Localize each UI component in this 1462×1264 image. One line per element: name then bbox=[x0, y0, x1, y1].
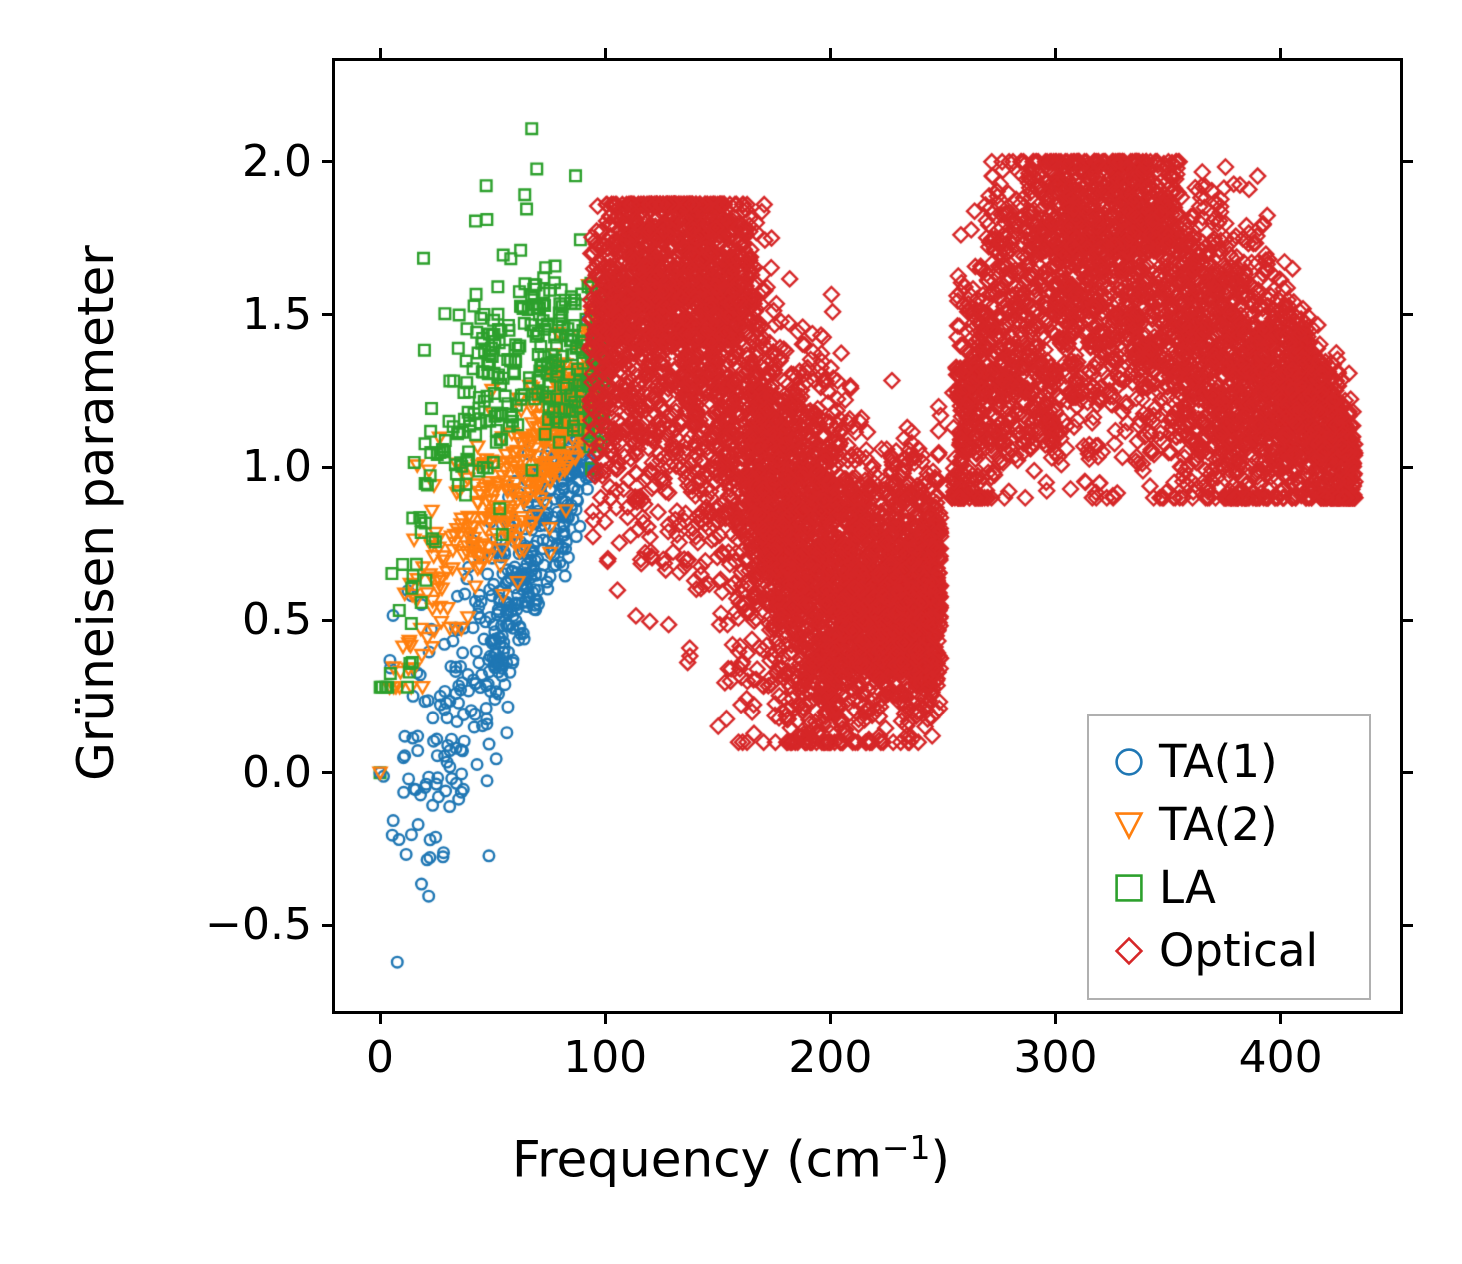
legend-marker-circle-icon bbox=[1099, 747, 1159, 777]
plot-axes-frame bbox=[322, 48, 1413, 1024]
x-tick-top-200 bbox=[828, 48, 832, 61]
x-tick-top-0 bbox=[378, 48, 382, 61]
y-tick-label-2.0: 2.0 bbox=[242, 135, 312, 187]
x-tick-label-300: 300 bbox=[1013, 1032, 1098, 1083]
legend-item-ta2[interactable]: TA(2) bbox=[1099, 793, 1359, 856]
legend-marker-square-icon bbox=[1099, 873, 1159, 903]
y-tick-right-0.5 bbox=[1400, 618, 1413, 622]
x-axis-title: Frequency (cm−1) bbox=[0, 1128, 1462, 1189]
legend-marker-triangle-down-icon bbox=[1099, 810, 1159, 840]
y-tick-right-1.5 bbox=[1400, 313, 1413, 317]
y-tick-2.0 bbox=[322, 160, 335, 164]
x-tick-label-200: 200 bbox=[788, 1032, 873, 1083]
x-tick-100 bbox=[603, 1011, 607, 1024]
legend-label: TA(2) bbox=[1159, 798, 1278, 851]
x-tick-200 bbox=[828, 1011, 832, 1024]
x-tick-label-400: 400 bbox=[1238, 1032, 1323, 1083]
legend-item-la[interactable]: LA bbox=[1099, 856, 1359, 919]
legend-label: TA(1) bbox=[1159, 735, 1278, 788]
x-tick-label-0: 0 bbox=[366, 1032, 395, 1083]
y-tick-0.0 bbox=[322, 771, 335, 775]
y-tick-label-−0.5: −0.5 bbox=[205, 899, 312, 951]
x-tick-0 bbox=[378, 1011, 382, 1024]
legend-marker-diamond-icon bbox=[1099, 936, 1159, 966]
y-tick-1.5 bbox=[322, 313, 335, 317]
y-tick-−0.5 bbox=[322, 923, 335, 927]
y-tick-label-0.0: 0.0 bbox=[242, 746, 312, 798]
x-axis-title-exponent: −1 bbox=[881, 1128, 931, 1167]
y-tick-right-0.0 bbox=[1400, 771, 1413, 775]
legend-label: LA bbox=[1159, 861, 1216, 914]
x-tick-top-400 bbox=[1279, 48, 1283, 61]
legend-item-ta1[interactable]: TA(1) bbox=[1099, 730, 1359, 793]
legend[interactable]: TA(1) TA(2) LA Optical bbox=[1087, 714, 1371, 1000]
x-tick-label-100: 100 bbox=[563, 1032, 648, 1083]
y-axis-title: Grüneisen parameter bbox=[67, 245, 125, 781]
x-tick-top-100 bbox=[603, 48, 607, 61]
legend-label: Optical bbox=[1159, 924, 1318, 977]
y-tick-0.5 bbox=[322, 618, 335, 622]
y-tick-right-1.0 bbox=[1400, 465, 1413, 469]
y-tick-right-2.0 bbox=[1400, 160, 1413, 164]
legend-item-optical[interactable]: Optical bbox=[1099, 919, 1359, 982]
x-tick-400 bbox=[1279, 1011, 1283, 1024]
x-axis-title-tail: ) bbox=[930, 1130, 951, 1189]
x-tick-300 bbox=[1054, 1011, 1057, 1024]
x-tick-top-300 bbox=[1054, 48, 1057, 61]
y-tick-label-0.5: 0.5 bbox=[242, 594, 312, 645]
y-tick-label-1.0: 1.0 bbox=[242, 441, 312, 493]
x-axis-title-text: Frequency (cm bbox=[511, 1130, 882, 1189]
y-tick-1.0 bbox=[322, 465, 335, 469]
y-tick-label-1.5: 1.5 bbox=[242, 288, 312, 340]
y-tick-right-−0.5 bbox=[1400, 923, 1413, 927]
